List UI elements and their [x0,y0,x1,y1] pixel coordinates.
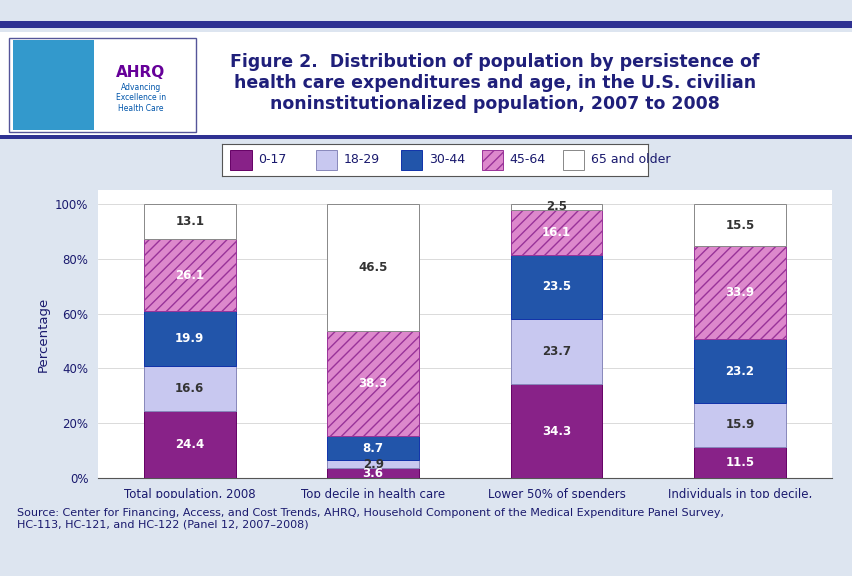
Text: 11.5: 11.5 [724,456,754,469]
Bar [694,247,785,339]
FancyBboxPatch shape [481,150,503,170]
Text: 30-44: 30-44 [428,153,464,166]
Text: 34.3: 34.3 [541,425,571,438]
FancyBboxPatch shape [9,38,196,132]
Text: 2.5: 2.5 [545,200,567,214]
Bar [327,204,418,331]
FancyBboxPatch shape [13,40,94,130]
Bar [694,339,785,403]
Bar [694,403,785,446]
FancyBboxPatch shape [230,150,251,170]
Y-axis label: Percentage: Percentage [37,297,49,372]
Bar [510,203,602,210]
Bar [327,460,418,468]
Text: 15.9: 15.9 [724,418,754,431]
Bar [327,468,418,478]
Bar [327,437,418,460]
Text: 16.6: 16.6 [175,382,204,395]
Text: 45-64: 45-64 [509,153,545,166]
Bar [144,411,235,478]
Text: 8.7: 8.7 [362,442,383,455]
Text: AHRQ: AHRQ [116,65,165,79]
Text: 18-29: 18-29 [343,153,379,166]
Bar [144,366,235,411]
Bar [510,319,602,384]
Text: Source: Center for Financing, Access, and Cost Trends, AHRQ, Household Component: Source: Center for Financing, Access, an… [17,507,723,529]
Bar [144,311,235,366]
Bar [144,240,235,311]
Bar [510,210,602,255]
Text: 38.3: 38.3 [358,377,388,391]
FancyBboxPatch shape [315,150,337,170]
Text: 19.9: 19.9 [175,332,204,345]
Text: 46.5: 46.5 [358,261,388,274]
Text: Figure 2.  Distribution of population by persistence of
health care expenditures: Figure 2. Distribution of population by … [230,53,758,113]
Bar [694,204,785,247]
Text: 2.9: 2.9 [362,458,383,471]
Bar [510,384,602,478]
Text: 13.1: 13.1 [176,215,204,228]
Text: 26.1: 26.1 [175,269,204,282]
Text: Advancing
Excellence in
Health Care: Advancing Excellence in Health Care [116,83,165,113]
Text: 33.9: 33.9 [724,286,754,300]
FancyBboxPatch shape [562,150,584,170]
Text: 65 and older: 65 and older [590,153,670,166]
Bar [694,446,785,478]
Text: 23.7: 23.7 [542,345,570,358]
Text: 16.1: 16.1 [541,226,571,239]
Text: 0-17: 0-17 [257,153,286,166]
Text: 24.4: 24.4 [175,438,204,451]
Bar [510,255,602,319]
Text: 23.2: 23.2 [725,365,753,378]
Bar [327,331,418,437]
Bar [144,203,235,240]
FancyBboxPatch shape [400,150,422,170]
Text: 3.6: 3.6 [362,467,383,480]
Text: 23.5: 23.5 [541,281,571,293]
Text: 15.5: 15.5 [724,218,754,232]
